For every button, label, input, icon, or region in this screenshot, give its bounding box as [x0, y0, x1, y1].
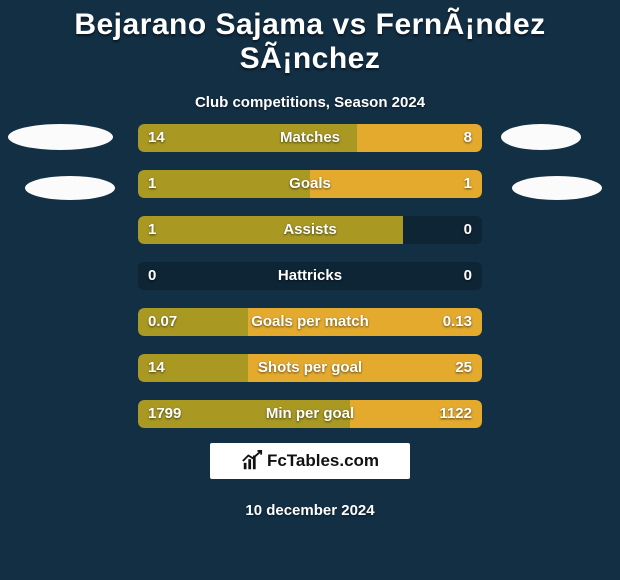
- avatar-ellipse: [25, 176, 115, 200]
- stat-label: Goals per match: [138, 308, 482, 336]
- stat-row: 00Hattricks: [138, 262, 482, 290]
- brand-badge: FcTables.com: [210, 443, 410, 479]
- stat-row: 11Goals: [138, 170, 482, 198]
- subtitle: Club competitions, Season 2024: [0, 94, 620, 111]
- stat-label: Hattricks: [138, 262, 482, 290]
- stat-label: Assists: [138, 216, 482, 244]
- stat-row: 10Assists: [138, 216, 482, 244]
- stat-label: Matches: [138, 124, 482, 152]
- stat-label: Goals: [138, 170, 482, 198]
- stat-label: Min per goal: [138, 400, 482, 428]
- date-label: 10 december 2024: [0, 502, 620, 519]
- stat-label: Shots per goal: [138, 354, 482, 382]
- stat-row: 1425Shots per goal: [138, 354, 482, 382]
- chart-icon: [241, 450, 263, 472]
- avatar-ellipse: [8, 124, 113, 150]
- page-title: Bejarano Sajama vs FernÃ¡ndez SÃ¡nchez: [0, 0, 620, 76]
- stats-comparison: 148Matches 11Goals 10Assists 00Hattricks 0.0…: [138, 124, 482, 446]
- brand-text: FcTables.com: [267, 451, 379, 471]
- avatar-ellipse: [501, 124, 581, 150]
- stat-row: 17991122Min per goal: [138, 400, 482, 428]
- stat-row: 148Matches: [138, 124, 482, 152]
- stat-row: 0.070.13Goals per match: [138, 308, 482, 336]
- avatar-ellipse: [512, 176, 602, 200]
